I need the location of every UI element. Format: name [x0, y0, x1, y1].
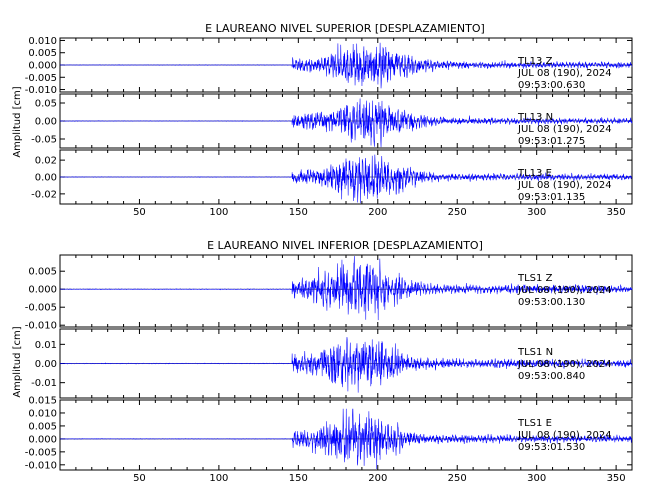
- y-tick-label: 0.01: [35, 340, 57, 351]
- date-label: JUL 08 (190), 2024: [517, 124, 612, 135]
- y-axis-label: Amplitud [cm]: [12, 326, 23, 397]
- date-label: JUL 08 (190), 2024: [517, 180, 612, 191]
- y-tick-label: -0.02: [31, 189, 57, 200]
- time-label: 09:53:01.530: [518, 442, 585, 453]
- station-label: TL13 E: [517, 168, 552, 179]
- trace-line: [59, 337, 633, 393]
- x-tick-label: 300: [527, 473, 546, 484]
- y-tick-label: 0.000: [28, 61, 57, 72]
- y-tick-label: 0.00: [35, 359, 57, 370]
- y-tick-label: -0.010: [25, 460, 57, 471]
- station-label: TLS1 E: [517, 418, 552, 429]
- y-tick-label: -0.010: [25, 85, 57, 96]
- y-tick-label: 0.05: [35, 99, 57, 110]
- x-tick-label: 50: [133, 473, 146, 484]
- trace-line: [59, 154, 633, 204]
- date-label: JUL 08 (190), 2024: [517, 285, 612, 296]
- y-tick-label: 0.010: [28, 408, 57, 419]
- y-tick-label: 0.00: [35, 117, 57, 128]
- y-tick-label: -0.005: [25, 303, 57, 314]
- x-tick-label: 350: [607, 473, 626, 484]
- station-label: TLS1 Z: [517, 273, 553, 284]
- y-tick-label: 0.010: [28, 36, 57, 47]
- chart-superior: E LAUREANO NIVEL SUPERIOR [DESPLAZAMIENT…: [12, 22, 633, 218]
- x-tick-label: 300: [527, 207, 546, 218]
- y-axis-label: Amplitud [cm]: [12, 86, 23, 157]
- y-tick-label: -0.005: [25, 447, 57, 458]
- x-tick-label: 150: [289, 473, 308, 484]
- trace-line: [59, 98, 633, 148]
- y-tick-label: 0.02: [35, 156, 57, 167]
- y-tick-label: -0.05: [31, 135, 57, 146]
- date-label: JUL 08 (190), 2024: [517, 430, 612, 441]
- station-label: TLS1 N: [517, 347, 553, 358]
- time-label: 09:53:00.130: [518, 297, 585, 308]
- x-tick-label: 100: [209, 207, 228, 218]
- y-tick-label: 0.000: [28, 285, 57, 296]
- x-tick-label: 250: [448, 473, 467, 484]
- y-tick-label: -0.005: [25, 73, 57, 84]
- chart-title: E LAUREANO NIVEL INFERIOR [DESPLAZAMIENT…: [207, 239, 483, 252]
- x-tick-label: 200: [368, 207, 387, 218]
- chart-title: E LAUREANO NIVEL SUPERIOR [DESPLAZAMIENT…: [205, 22, 485, 35]
- x-tick-label: 50: [133, 207, 146, 218]
- y-tick-label: -0.010: [25, 321, 57, 332]
- y-tick-label: -0.01: [31, 378, 57, 389]
- station-label: TL13 N: [517, 112, 553, 123]
- time-label: 09:53:01.135: [518, 192, 585, 203]
- y-tick-label: 0.00: [35, 173, 57, 184]
- x-tick-label: 250: [448, 207, 467, 218]
- station-label: TL13 Z: [517, 56, 553, 67]
- date-label: JUL 08 (190), 2024: [517, 68, 612, 79]
- chart-inferior: E LAUREANO NIVEL INFERIOR [DESPLAZAMIENT…: [12, 239, 633, 484]
- y-tick-label: 0.005: [28, 421, 57, 432]
- time-label: 09:53:01.275: [518, 136, 585, 147]
- date-label: JUL 08 (190), 2024: [517, 359, 612, 370]
- y-tick-label: 0.000: [28, 434, 57, 445]
- time-label: 09:53:00.630: [518, 80, 585, 91]
- trace-line: [59, 42, 633, 89]
- time-label: 09:53:00.840: [518, 371, 585, 382]
- x-tick-label: 100: [209, 473, 228, 484]
- trace-line: [59, 256, 633, 321]
- y-tick-label: 0.015: [28, 396, 57, 407]
- x-tick-label: 150: [289, 207, 308, 218]
- trace-line: [59, 408, 633, 469]
- y-tick-label: 0.005: [28, 48, 57, 59]
- y-tick-label: 0.005: [28, 267, 57, 278]
- x-tick-label: 350: [607, 207, 626, 218]
- x-tick-label: 200: [368, 473, 387, 484]
